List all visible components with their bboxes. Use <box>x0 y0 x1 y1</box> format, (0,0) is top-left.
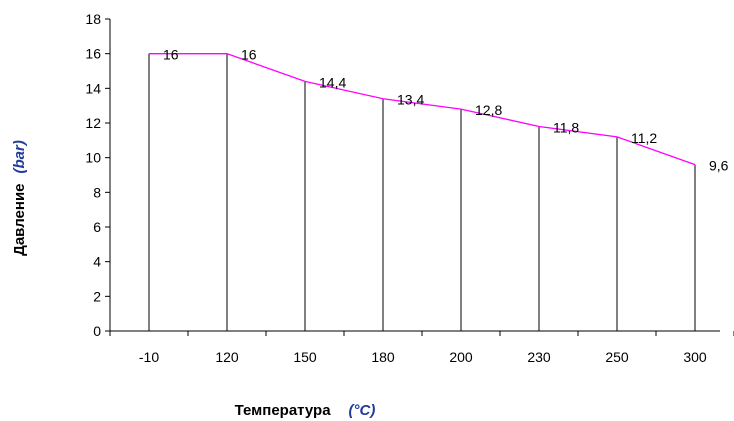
x-axis-label: Температура <box>235 402 332 419</box>
series-line <box>149 53 696 166</box>
data-label: 12,8 <box>475 102 502 118</box>
y-tick-label: 12 <box>85 115 101 131</box>
x-tick-label: -10 <box>139 349 159 365</box>
y-tick-label: 6 <box>93 219 101 235</box>
data-label: 16 <box>163 47 179 63</box>
y-axis-title: Давление (bar) <box>11 140 28 256</box>
y-tick-label: 8 <box>93 184 101 200</box>
y-tick-label: 0 <box>93 323 101 339</box>
data-label: 11,2 <box>631 130 657 146</box>
y-tick-label: 18 <box>85 11 101 27</box>
x-tick-label: 200 <box>449 349 473 365</box>
y-tick-label: 10 <box>85 150 101 166</box>
data-label: 9,6 <box>709 158 729 174</box>
x-tick-label: 180 <box>371 349 395 365</box>
x-axis-unit: (°C) <box>349 402 376 419</box>
y-tick-label: 2 <box>93 288 101 304</box>
x-tick-label: 300 <box>683 349 707 365</box>
data-label: 16 <box>241 47 257 63</box>
y-axis-title-group: Давление (bar) <box>11 140 28 256</box>
data-label: 13,4 <box>397 92 424 108</box>
x-axis-title: Температура (°C) <box>235 402 376 419</box>
x-tick-label: 230 <box>527 349 551 365</box>
x-tick-label: 250 <box>605 349 629 365</box>
y-axis-unit: (bar) <box>11 140 28 173</box>
plot-area: 0 2 4 6 8 10 12 14 16 18 -10 120 150 180 200 230 250 300 1… <box>85 11 734 365</box>
y-tick-label: 16 <box>85 46 101 62</box>
data-label: 14,4 <box>319 74 346 90</box>
y-axis-label: Давление <box>11 183 28 255</box>
y-tick-label: 14 <box>85 80 101 96</box>
x-tick-label: 120 <box>215 349 239 365</box>
x-tick-label: 150 <box>293 349 317 365</box>
y-tick-label: 4 <box>93 254 101 270</box>
data-label: 11,8 <box>553 119 579 135</box>
